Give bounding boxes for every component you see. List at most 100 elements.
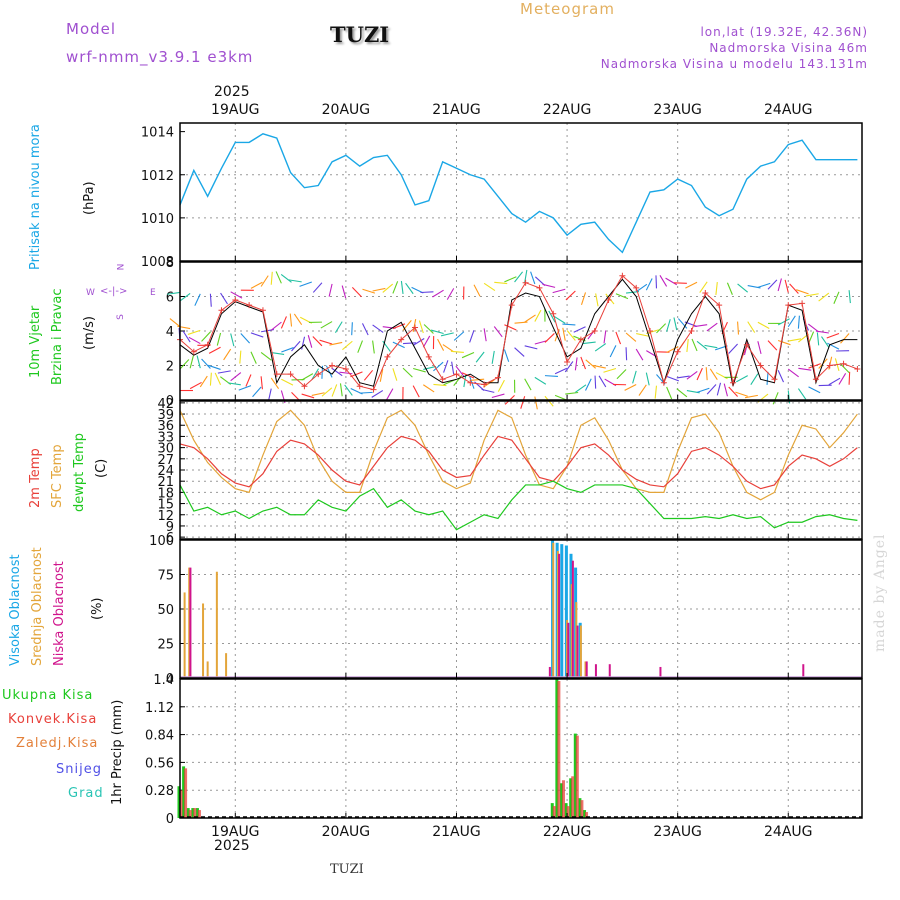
total_precip-bar — [578, 798, 582, 818]
wind-speed-marker — [481, 381, 488, 388]
wind-arrow — [214, 372, 222, 385]
ytick-label-wind-0: 0 — [166, 394, 174, 409]
total_precip-bar — [583, 810, 587, 818]
wind-arrow — [737, 283, 749, 293]
wind-arrow — [805, 293, 819, 297]
ytick-label-precip-0: 0 — [166, 812, 174, 827]
ytick-label-wind-4: 8 — [166, 256, 174, 271]
wind-arrow — [833, 291, 840, 304]
wind-arrow — [307, 335, 313, 348]
wind-arrow — [331, 384, 338, 397]
wind-speed-marker — [564, 359, 571, 366]
wind-arrow — [598, 375, 607, 388]
wind-arrow — [325, 365, 333, 378]
wind-arrow — [605, 293, 615, 305]
wind-arrow — [216, 332, 222, 346]
wind-arrow — [726, 282, 733, 295]
total_precip-bar — [573, 733, 577, 818]
wind-arrow — [301, 336, 306, 350]
wind-arrow — [223, 348, 232, 361]
ytick-label-temperature-10: 36 — [157, 419, 174, 434]
wind-speed-marker — [329, 362, 336, 369]
conv_precip-bar — [566, 806, 570, 818]
wind-speed-line — [179, 275, 858, 391]
ytick-label-temperature-1: 9 — [166, 520, 174, 535]
frozen-precip-label: Zaledj.Kisa — [16, 736, 99, 751]
total_precip-bar — [186, 808, 190, 818]
wind-arrow — [603, 367, 617, 373]
wind-arrow — [582, 341, 596, 345]
wind-arrow — [167, 291, 181, 295]
ytick-label-wind-1: 2 — [166, 360, 174, 375]
wind-arrow — [491, 350, 495, 364]
wind-arrow — [432, 289, 444, 298]
wind-arrow — [848, 290, 851, 304]
wind-arrow — [615, 293, 629, 300]
wind-arrow — [839, 362, 850, 374]
wind-arrow — [635, 283, 648, 293]
wind-arrow — [209, 293, 212, 307]
wind-arrow — [716, 382, 722, 396]
total_precip-bar — [191, 808, 195, 818]
wind-arrow — [828, 377, 841, 386]
wind-speed-marker — [218, 307, 225, 314]
wind-arrow — [744, 394, 758, 399]
wind-speed-marker — [425, 353, 432, 360]
wind-arrow — [728, 343, 738, 354]
footer-station: TUZI — [330, 862, 364, 877]
wind-arrow — [524, 314, 536, 323]
wind-arrow — [609, 345, 617, 358]
date-label-bottom-5: 24AUG — [764, 824, 813, 840]
wind-arrow — [461, 352, 475, 359]
wind-arrow — [342, 340, 353, 351]
ytick-label-pressure-2: 1012 — [141, 169, 174, 184]
wind-speed-marker — [619, 272, 626, 279]
wind-arrow — [451, 361, 455, 375]
wind-arrow — [635, 348, 644, 361]
wind-arrow — [230, 333, 235, 347]
wind-speed-marker — [729, 379, 736, 386]
total_precip-bar — [550, 803, 554, 818]
high_cloud-bar — [560, 544, 564, 678]
wind-arrow — [281, 347, 294, 353]
wind-arrow — [334, 321, 343, 333]
wind-arrow — [443, 360, 449, 373]
ytick-label-temperature-4: 18 — [157, 486, 174, 501]
wind-arrow — [179, 359, 190, 370]
wind-arrow — [796, 289, 809, 295]
wind-arrow — [797, 388, 807, 400]
wind-arrow — [706, 322, 718, 332]
conv_precip-bar — [552, 806, 556, 818]
wind-arrow — [301, 373, 314, 381]
wind-speed-marker — [854, 365, 861, 372]
wind-arrow — [359, 391, 373, 394]
wind-arrow — [632, 370, 637, 384]
wind-arrow — [437, 338, 445, 351]
wind-arrow — [757, 321, 770, 329]
wind-arrow — [418, 320, 424, 334]
wind-arrow — [750, 373, 759, 385]
wind-arrow — [777, 370, 785, 383]
ytick-label-temperature-11: 39 — [157, 408, 174, 423]
wind-arrow — [757, 341, 762, 354]
wind-arrow — [784, 279, 789, 293]
wind-speed-marker — [356, 383, 363, 390]
mid_cloud-bar — [215, 571, 218, 678]
date-label-top-2: 21AUG — [432, 102, 481, 118]
wind-arrow — [553, 315, 566, 324]
wind-arrow — [534, 340, 548, 345]
conv_precip-bar — [179, 790, 183, 818]
wind-arrow — [475, 351, 485, 363]
wind-arrow — [379, 368, 384, 382]
wind-arrow — [433, 361, 444, 372]
wind-speed-marker — [508, 302, 515, 309]
wind-arrow — [807, 323, 820, 333]
wind-arrow — [580, 292, 587, 305]
wind-arrow — [455, 365, 465, 377]
total_precip-bar — [569, 778, 573, 818]
ytick-label-pressure-0: 1008 — [141, 255, 174, 270]
wind-speed-marker — [246, 302, 253, 309]
ytick-label-temperature-0: 6 — [166, 531, 174, 546]
date-label-bottom-0: 19AUG — [211, 824, 260, 840]
